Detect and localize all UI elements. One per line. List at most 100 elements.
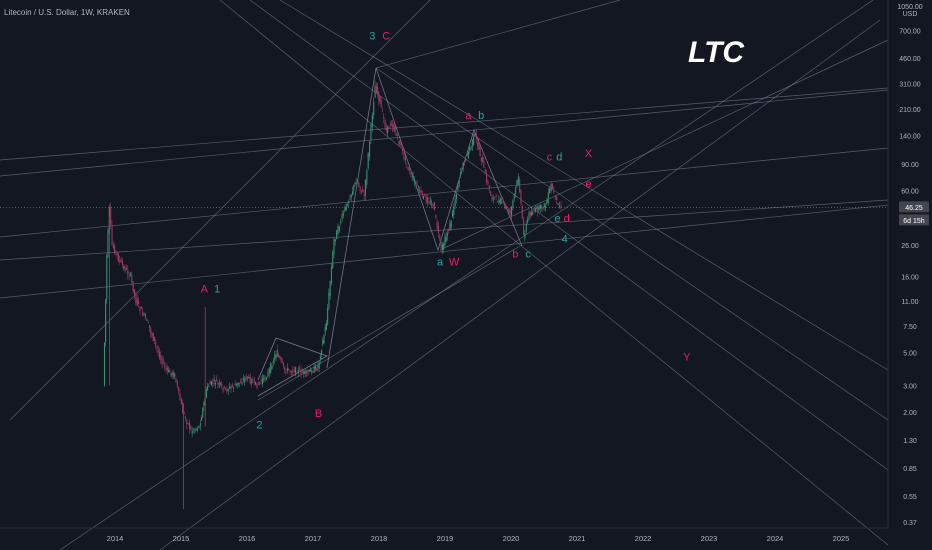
candle-body — [251, 378, 253, 385]
ltc-overlay-title: LTC — [688, 36, 745, 69]
x-tick-label: 2024 — [767, 534, 784, 543]
candle-body — [156, 345, 158, 349]
candle-body — [515, 188, 517, 194]
candle-body — [392, 124, 394, 128]
candle-body — [188, 422, 191, 430]
candle-body — [400, 147, 402, 149]
candle-body — [136, 298, 138, 306]
candle-body — [553, 190, 555, 193]
candle-body — [441, 244, 444, 251]
candle-body — [299, 368, 301, 370]
candle-body — [390, 123, 393, 125]
candle-body — [346, 204, 349, 206]
candle-body — [184, 416, 186, 419]
candle-body — [309, 370, 311, 372]
candle-body — [160, 355, 162, 360]
candle-body — [549, 188, 551, 194]
x-tick-label: 2017 — [305, 534, 322, 543]
candle-body — [146, 319, 148, 321]
candle-body — [307, 373, 309, 375]
candle-body — [351, 191, 354, 195]
candle-body — [249, 376, 251, 384]
x-tick-label: 2020 — [503, 534, 520, 543]
candle-body — [455, 194, 458, 199]
candle-body — [197, 428, 199, 430]
candle-body — [253, 380, 255, 382]
candle-body — [124, 267, 126, 272]
candle-body — [161, 358, 163, 365]
candle-body — [162, 360, 165, 362]
candle-body — [337, 225, 339, 235]
y-tick-label: 7.50 — [903, 324, 917, 331]
candle-body — [223, 386, 225, 389]
candle-body — [209, 381, 211, 385]
candle-body — [509, 211, 511, 214]
candle-body — [404, 158, 406, 160]
candle-body — [176, 381, 178, 387]
candle-body — [349, 199, 351, 201]
candle-body — [453, 206, 455, 216]
trendline-9 — [249, 0, 889, 471]
candle-body — [358, 182, 360, 187]
candle-body — [469, 148, 471, 151]
candle-body — [354, 182, 356, 186]
candle-body — [152, 332, 154, 342]
candle-body — [288, 368, 290, 371]
candle-body — [187, 423, 189, 425]
candle-body — [424, 194, 426, 197]
y-tick-label: 90.00 — [901, 162, 919, 169]
candle-body — [278, 354, 280, 358]
candle-body — [284, 366, 286, 371]
candle-body — [317, 366, 319, 368]
symbol-header: Litecoin / U.S. Dollar, 1W, KRAKEN — [4, 8, 130, 17]
candle-body — [195, 428, 197, 430]
candle-body — [422, 195, 425, 199]
candle-body — [241, 382, 243, 385]
candle-body — [263, 375, 265, 381]
candle-body — [463, 164, 466, 165]
candle-body — [256, 383, 258, 389]
candle-body — [328, 292, 330, 309]
candle-body — [385, 128, 387, 131]
candle-body — [525, 223, 527, 232]
candle-body — [306, 371, 308, 373]
y-tick-label: 5.00 — [903, 350, 917, 357]
candle-body — [172, 372, 175, 378]
candle-body — [369, 141, 371, 157]
wave-label-3: 3 — [369, 30, 375, 42]
candle-body — [527, 218, 529, 223]
candle-body — [494, 197, 496, 199]
candle-body — [470, 146, 472, 150]
candle-body — [135, 294, 137, 304]
candle-body — [202, 408, 204, 418]
wave-label-a: a — [437, 256, 444, 268]
y-tick-label: 16.00 — [901, 275, 919, 282]
candle-body — [168, 369, 170, 372]
candle-body — [421, 191, 423, 196]
candle-body — [420, 190, 422, 192]
candle-body — [226, 388, 228, 391]
candle-body — [334, 238, 336, 242]
x-tick-label: 2014 — [107, 534, 124, 543]
candle-body — [483, 161, 485, 168]
candle-body — [356, 179, 359, 184]
candle-body — [324, 326, 326, 333]
candle-body — [462, 162, 464, 169]
candle-body — [267, 372, 269, 377]
candle-body — [380, 99, 382, 108]
y-tick-label: 60.00 — [901, 188, 919, 195]
candle-body — [237, 382, 239, 386]
candle-body — [106, 255, 108, 300]
candle-body — [411, 175, 413, 178]
candle-body — [557, 203, 559, 206]
candle-body — [110, 207, 112, 225]
candle-body — [270, 363, 272, 373]
wave-label-a: a — [465, 110, 472, 122]
candle-body — [378, 92, 380, 102]
candle-body — [210, 381, 213, 385]
y-tick-label: 0.37 — [903, 520, 917, 527]
triangle-pattern — [257, 337, 328, 397]
candle-body — [541, 205, 543, 209]
candle-body — [199, 423, 201, 426]
